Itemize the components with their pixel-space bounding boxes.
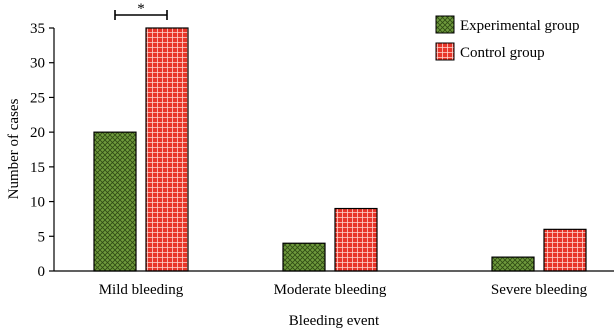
x-axis-label: Bleeding event	[289, 313, 380, 329]
significance-star: *	[137, 1, 145, 17]
x-tick-label: Severe bleeding	[491, 282, 588, 298]
bar-experimental-3	[491, 256, 535, 272]
bar-control-3	[543, 228, 587, 272]
y-tick-label: 10	[30, 195, 45, 211]
bar-experimental-1	[93, 131, 137, 272]
y-ticks: 0 5 10 15 20 25 30 35	[30, 21, 54, 280]
legend-label-control: Control group	[460, 45, 545, 61]
bar-experimental-2	[282, 242, 326, 272]
bar-control-1	[145, 27, 189, 272]
legend-swatch-control	[435, 42, 455, 61]
legend: Experimental group Control group	[435, 15, 580, 61]
y-tick-label: 0	[38, 264, 46, 280]
annotation-layer: *	[114, 1, 168, 20]
x-tick-label: Moderate bleeding	[274, 282, 387, 298]
legend-label-experimental: Experimental group	[460, 18, 580, 34]
y-tick-label: 30	[30, 56, 45, 72]
x-ticks: Mild bleeding Moderate bleeding Severe ble…	[99, 282, 588, 298]
y-tick-label: 35	[30, 21, 45, 37]
y-tick-label: 20	[30, 125, 45, 141]
y-tick-label: 25	[30, 90, 45, 106]
y-tick-label: 5	[38, 229, 46, 245]
y-tick-label: 15	[30, 160, 45, 176]
x-tick-label: Mild bleeding	[99, 282, 184, 298]
bars-layer	[93, 27, 587, 272]
y-axis-label: Number of cases	[6, 98, 22, 199]
bar-control-2	[334, 207, 378, 272]
legend-swatch-experimental	[435, 15, 455, 34]
